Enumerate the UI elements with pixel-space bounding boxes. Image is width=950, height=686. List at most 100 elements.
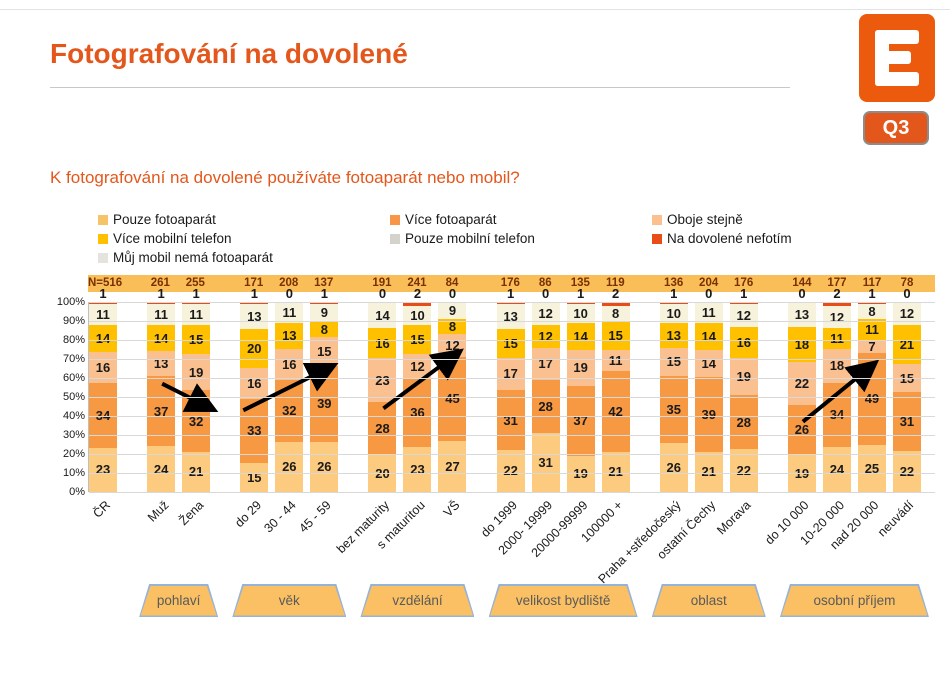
top-segment-label: 1: [157, 286, 165, 301]
group-label-velikost-bydli-t: velikost bydliště: [489, 584, 638, 617]
survey-question: K fotografování na dovolené používáte fo…: [50, 168, 520, 187]
trapezoid-border: oblast: [652, 584, 766, 617]
gridline: [89, 340, 935, 341]
legend-label: Můj mobil nemá fotoaparát: [113, 250, 273, 265]
sample-size-value: 191: [372, 277, 392, 289]
n-group: N=516: [88, 275, 122, 292]
segment-v-ce-mobiln-telefon: 14: [147, 324, 176, 352]
legend-label: Pouze mobilní telefon: [405, 231, 535, 246]
segment-v-ce-mobiln-telefon: 11: [857, 318, 886, 340]
segment-v-ce-fotoapar-t: 34: [89, 382, 117, 448]
segment-v-ce-fotoapar-t: 45: [438, 356, 467, 442]
top-segment-label: 1: [740, 286, 748, 301]
cez-logo-icon: [859, 14, 935, 102]
slide-top-rule: [0, 9, 950, 10]
segment-na-dovolen-nefot-m: [403, 302, 432, 306]
top-segment-label: 1: [320, 286, 328, 301]
segment-v-ce-fotoapar-t: 32: [275, 379, 304, 442]
group-label-oblast: oblast: [652, 584, 766, 617]
segment-pouze-fotoapar-t: 21: [182, 451, 211, 492]
segment-pouze-fotoapar-t: 31: [531, 433, 560, 492]
segment-oboje-stejn: 17: [531, 347, 560, 380]
segment-v-ce-mobiln-telefon: 14: [566, 322, 595, 350]
bar-ostatn-echy: 21 39 14 14 11 0 ostatní Čechy: [655, 286, 723, 562]
legend-column: Více fotoaparát Pouze mobilní telefon: [390, 210, 652, 267]
y-axis-label: 50%: [62, 391, 85, 403]
segment-na-dovolen-nefot-m: [182, 302, 211, 304]
segment-v-ce-fotoapar-t: 36: [403, 377, 432, 448]
segment-pouze-fotoapar-t: 26: [275, 441, 304, 492]
segment-pouze-mobiln-telefon: 8: [857, 303, 886, 319]
y-axis-label: 40%: [62, 410, 85, 422]
bar-do-1999: 22 31 17 15 13 1 do 1999: [479, 286, 525, 540]
segment-pouze-fotoapar-t: 22: [729, 449, 758, 492]
segment-v-ce-fotoapar-t: 31: [496, 390, 525, 450]
x-axis-label-neuv-d: neuvádí: [875, 498, 917, 540]
sample-size-value: 117: [862, 277, 882, 289]
sample-size-value: 78: [900, 277, 914, 289]
trapezoid-border: věk: [232, 584, 346, 617]
x-axis-label-45-59: 45 - 59: [296, 498, 335, 536]
legend-label: Oboje stejně: [667, 212, 743, 227]
segment-pouze-mobiln-telefon: 9: [310, 303, 339, 322]
segment-na-dovolen-nefot-m: [822, 302, 851, 306]
segment-pouze-fotoapar-t: 21: [601, 451, 630, 492]
bar-stack: 26 39 15 8 9: [310, 302, 339, 492]
top-segment-label: 2: [612, 286, 620, 301]
segment-v-ce-fotoapar-t: 35: [659, 376, 688, 443]
sample-size-value: 135: [570, 277, 590, 289]
segment-v-ce-mobiln-telefon: 15: [601, 321, 630, 350]
y-axis-label: 20%: [62, 448, 85, 460]
gridline: [89, 397, 935, 398]
segment-v-ce-mobiln-telefon: 15: [182, 325, 211, 354]
plot-area: 23 34 16 14 11 1 ČR 24 37 13 14 11 1 Muž 21 32 19 15 11 1 Že…: [57, 286, 935, 586]
legend-item-na-dovolen-nefot-m: Na dovolené nefotím: [652, 229, 882, 248]
segment-pouze-fotoapar-t: 15: [240, 462, 269, 492]
top-segment-label: 0: [448, 286, 457, 301]
sample-size-value: 204: [699, 277, 719, 289]
segment-v-ce-mobiln-telefon: 16: [368, 328, 397, 359]
segment-pouze-fotoapar-t: 21: [694, 451, 723, 492]
top-segment-label: 1: [99, 286, 107, 301]
bar-group-oblast: 26 35 15 13 10 1 Praha +středočeský 21 39 14 14 11 0…: [595, 286, 758, 586]
segment-v-ce-mobiln-telefon: 12: [531, 324, 560, 348]
sample-size-value: 119: [606, 277, 625, 289]
y-axis-label: 100%: [56, 296, 85, 308]
segment-pouze-mobiln-telefon: 10: [566, 303, 595, 323]
y-axis-label: 30%: [62, 429, 85, 441]
stacked-bar-chart: N=516 261 255 171 208 137 191 241 84 176 86 135 119 1…: [57, 275, 935, 586]
sample-size-value: 208: [279, 277, 299, 289]
question-number-badge: Q3: [863, 111, 929, 145]
n-group: 144 177 117 78: [788, 275, 921, 292]
x-axis-label-ena: Žena: [176, 498, 207, 529]
sample-size-value: 261: [150, 277, 170, 289]
top-segment-label: 0: [798, 286, 806, 301]
trapezoid-label: velikost bydliště: [490, 586, 636, 616]
n-group: 191 241 84: [368, 275, 466, 292]
sample-size-value: 137: [314, 277, 334, 289]
bar-praha-st-edo-esk: 26 35 15 13 10 1 Praha +středočeský: [595, 286, 688, 586]
segment-v-ce-fotoapar-t: 31: [892, 392, 921, 451]
segment-oboje-stejn: 16: [240, 367, 269, 399]
segment-v-ce-fotoapar-t: 32: [182, 390, 211, 452]
segment-na-dovolen-nefot-m: [310, 302, 339, 304]
segment-oboje-stejn: 11: [601, 350, 630, 372]
trapezoid-border: pohlaví: [139, 584, 218, 617]
gridline: [89, 302, 935, 303]
segment-pouze-mobiln-telefon: 8: [601, 305, 630, 322]
bar-morava: 22 28 19 16 12 1 Morava: [714, 286, 758, 537]
segment-v-ce-fotoapar-t: 28: [368, 401, 397, 455]
segment-pouze-fotoapar-t: 25: [857, 444, 886, 492]
segment-pouze-mobiln-telefon: 10: [403, 305, 432, 326]
sample-size-value: 176: [500, 277, 520, 289]
segment-oboje-stejn: 13: [147, 351, 176, 377]
segment-v-ce-fotoapar-t: 26: [787, 404, 816, 456]
top-segment-label: 0: [705, 286, 713, 301]
segment-na-dovolen-nefot-m: [240, 302, 269, 304]
bar-stack: 21 42 11 15 8: [601, 302, 630, 492]
n-group: 136 204 176: [660, 275, 758, 292]
segment-oboje-stejn: 17: [496, 357, 525, 391]
segment-v-ce-mobiln-telefon: 11: [822, 328, 851, 350]
segment-pouze-mobiln-telefon: 11: [89, 303, 117, 326]
